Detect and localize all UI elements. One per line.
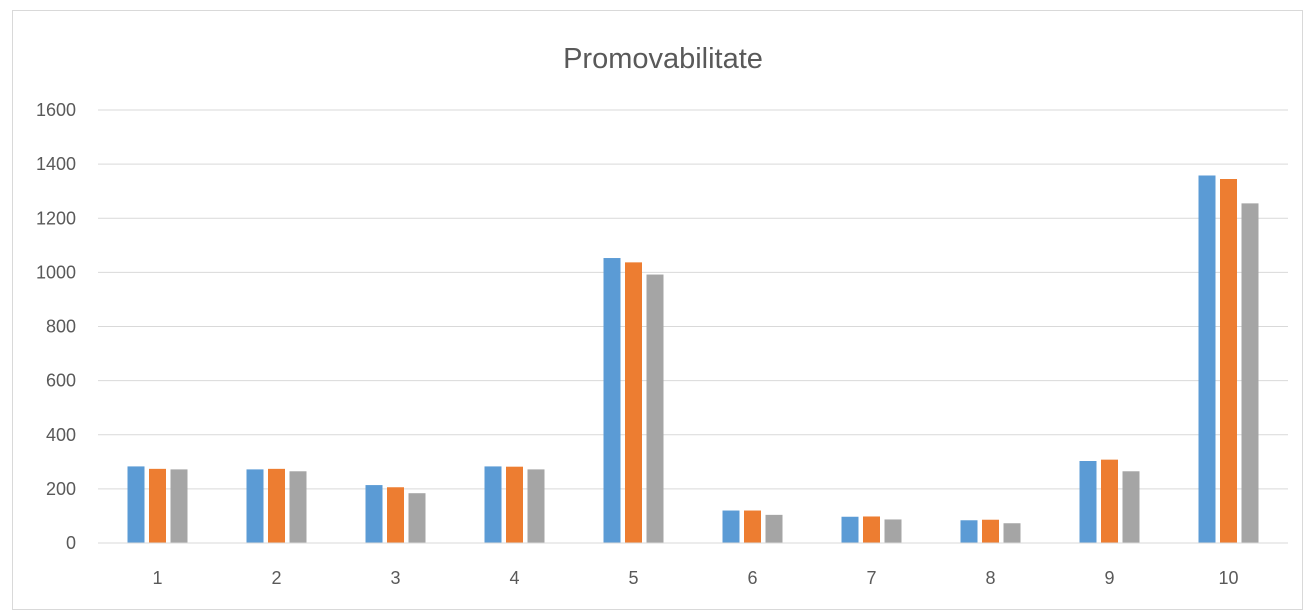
bar-series1-cat2 bbox=[246, 469, 264, 543]
x-category-label: 3 bbox=[390, 568, 400, 588]
bar-series1-cat4 bbox=[484, 466, 502, 543]
bar-series1-cat10 bbox=[1198, 175, 1216, 543]
y-tick-label: 1200 bbox=[36, 208, 76, 228]
y-tick-label: 400 bbox=[46, 425, 76, 445]
x-category-label: 9 bbox=[1104, 568, 1114, 588]
chart-title: Promovabilitate bbox=[563, 43, 763, 75]
x-category-label: 6 bbox=[747, 568, 757, 588]
bar-series3-cat1 bbox=[170, 469, 188, 543]
bar-series2-cat5 bbox=[625, 262, 642, 543]
y-tick-label: 1000 bbox=[36, 262, 76, 282]
bar-series3-cat4 bbox=[527, 469, 545, 543]
bar-series3-cat7 bbox=[884, 519, 902, 543]
bar-series3-cat9 bbox=[1122, 471, 1140, 543]
bar-series3-cat3 bbox=[408, 493, 426, 543]
y-tick-label: 1600 bbox=[36, 100, 76, 120]
bar-series2-cat9 bbox=[1101, 459, 1118, 543]
bars bbox=[127, 175, 1259, 543]
bar-series2-cat10 bbox=[1220, 179, 1237, 543]
bar-series1-cat7 bbox=[841, 516, 859, 543]
bar-series1-cat8 bbox=[960, 520, 978, 543]
bar-series3-cat2 bbox=[289, 471, 307, 543]
y-axis-ticks: 0 200 400 600 800 1000 1200 1400 1600 bbox=[36, 100, 76, 553]
bar-series3-cat5 bbox=[646, 274, 664, 543]
x-category-label: 10 bbox=[1218, 568, 1238, 588]
x-category-label: 8 bbox=[985, 568, 995, 588]
y-tick-label: 0 bbox=[66, 533, 76, 553]
bar-series2-cat3 bbox=[387, 487, 404, 543]
y-tick-label: 200 bbox=[46, 479, 76, 499]
bar-series2-cat8 bbox=[982, 519, 999, 543]
x-category-label: 2 bbox=[271, 568, 281, 588]
x-category-label: 1 bbox=[152, 568, 162, 588]
y-tick-label: 600 bbox=[46, 371, 76, 391]
y-tick-label: 800 bbox=[46, 317, 76, 337]
x-axis-categories: 1 2 3 4 5 6 7 8 9 10 bbox=[152, 568, 1238, 588]
bar-series1-cat1 bbox=[127, 466, 145, 543]
y-tick-label: 1400 bbox=[36, 154, 76, 174]
gridlines bbox=[98, 109, 1288, 490]
bar-series2-cat6 bbox=[744, 510, 761, 543]
bar-series3-cat6 bbox=[765, 514, 783, 543]
bar-series2-cat2 bbox=[268, 468, 285, 543]
bar-series1-cat6 bbox=[722, 510, 740, 543]
x-category-label: 7 bbox=[866, 568, 876, 588]
bar-series2-cat4 bbox=[506, 466, 523, 543]
bar-series1-cat5 bbox=[603, 258, 621, 543]
bar-series2-cat7 bbox=[863, 516, 880, 543]
bar-series3-cat8 bbox=[1003, 523, 1021, 543]
bar-series3-cat10 bbox=[1241, 203, 1259, 543]
bar-series1-cat3 bbox=[365, 485, 383, 543]
bar-series1-cat9 bbox=[1079, 461, 1097, 543]
x-category-label: 4 bbox=[509, 568, 519, 588]
x-category-label: 5 bbox=[628, 568, 638, 588]
bar-series2-cat1 bbox=[149, 468, 166, 543]
